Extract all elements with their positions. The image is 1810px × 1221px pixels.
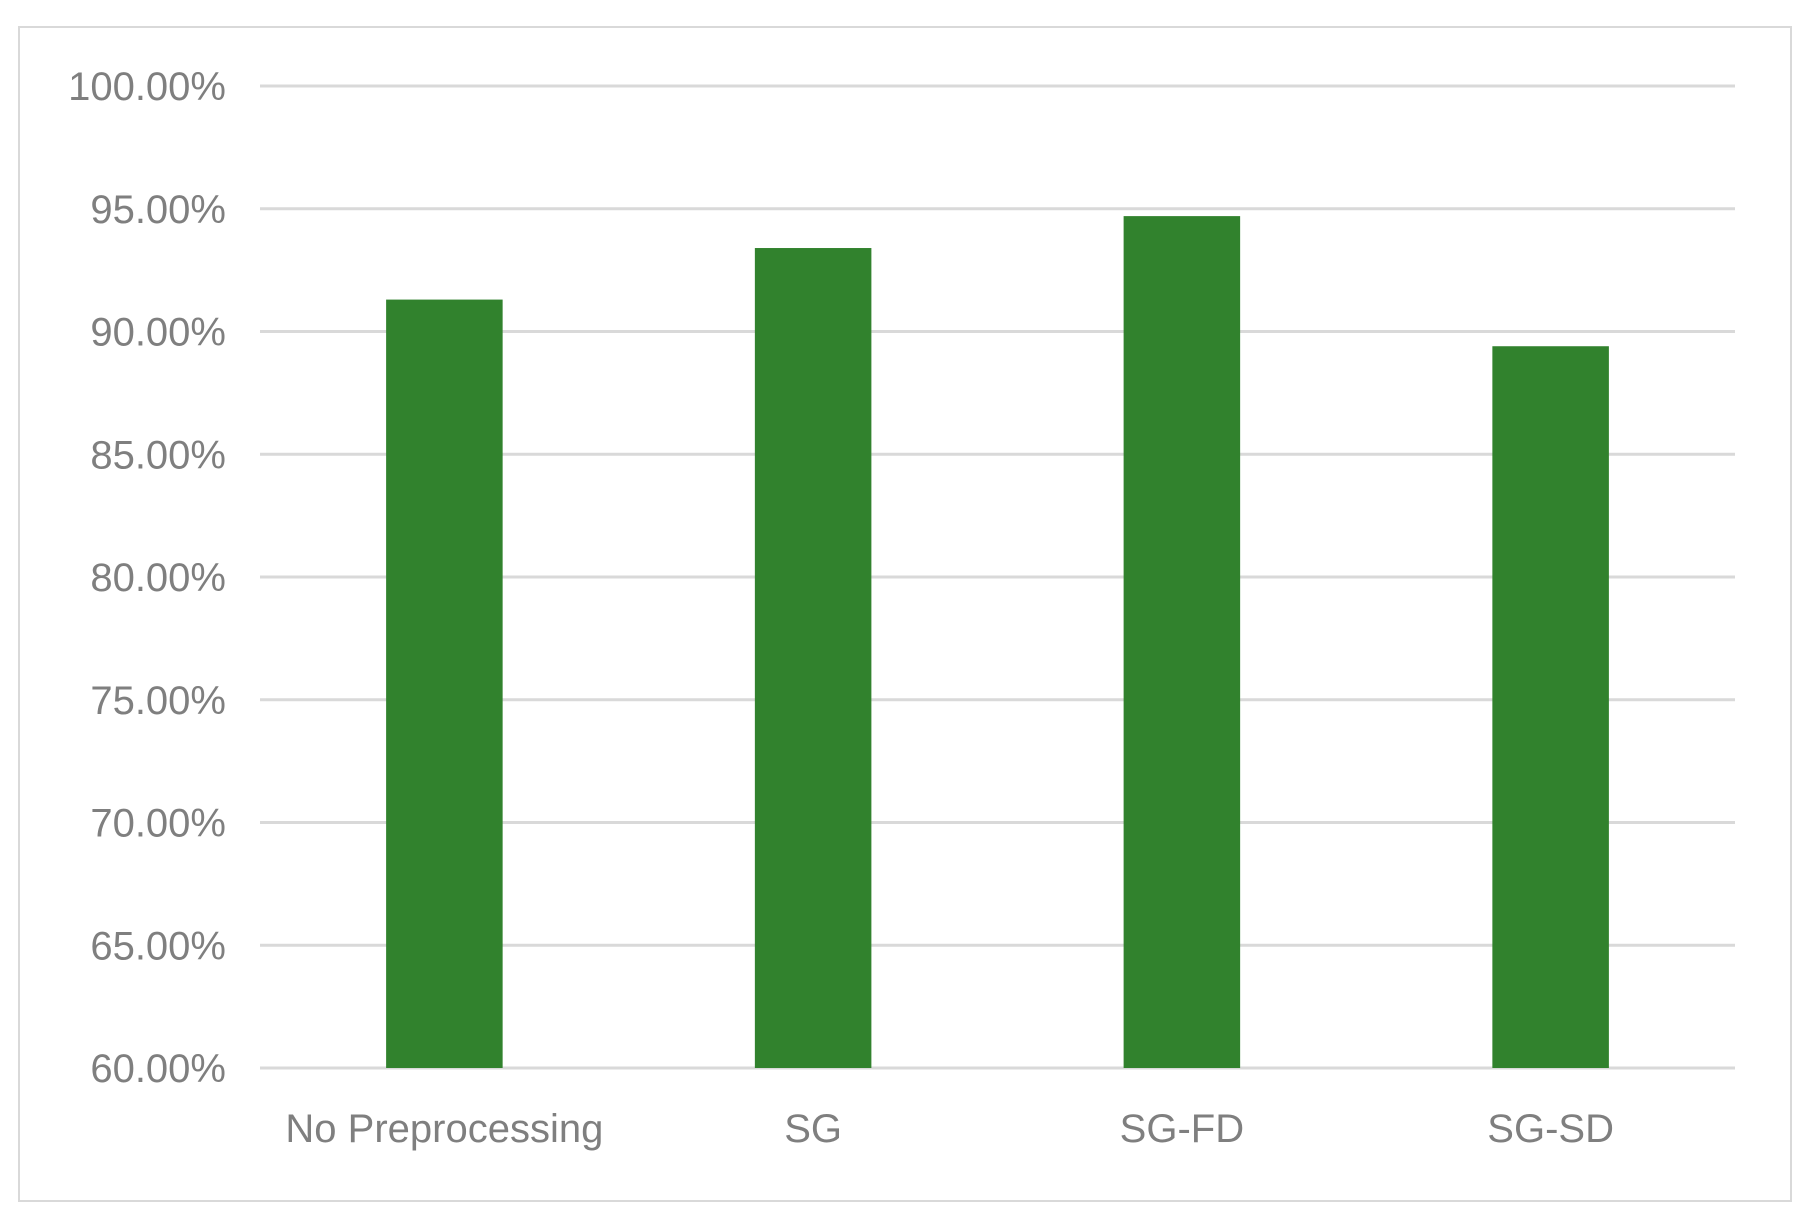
bar-sg	[754, 248, 872, 1068]
bar-no-preprocessing	[386, 299, 503, 1069]
y-tick-label: 60.00%	[90, 1047, 226, 1091]
x-category-label: No Preprocessing	[285, 1107, 603, 1151]
y-axis-tick-labels: 60.00% 65.00% 70.00% 75.00% 80.00% 85.00% 90.0…	[68, 65, 226, 1091]
gridlines	[260, 84, 1735, 1070]
y-tick-label: 65.00%	[90, 924, 226, 968]
x-category-label: SG	[784, 1107, 842, 1151]
bars	[386, 216, 1609, 1069]
y-tick-label: 100.00%	[68, 65, 226, 109]
bar-sg-sd	[1492, 346, 1609, 1069]
bar-sg-fd	[1123, 216, 1241, 1069]
y-tick-label: 70.00%	[90, 802, 226, 846]
y-tick-label: 75.00%	[90, 679, 226, 723]
y-tick-label: 90.00%	[90, 311, 226, 355]
y-tick-label: 85.00%	[90, 433, 226, 477]
y-tick-label: 95.00%	[90, 188, 226, 232]
x-category-label: SG-FD	[1120, 1107, 1244, 1151]
x-category-label: SG-SD	[1487, 1107, 1614, 1151]
y-tick-label: 80.00%	[90, 556, 226, 600]
x-axis-category-labels: No Preprocessing SG SG-FD SG-SD	[285, 1107, 1614, 1151]
